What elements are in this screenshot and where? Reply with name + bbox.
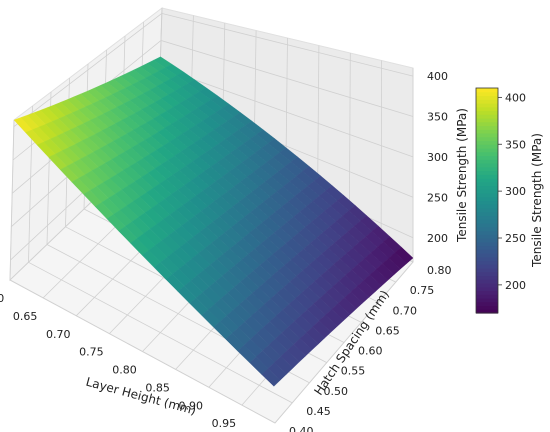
y-tick-label: 0.70 [393, 304, 418, 317]
colorbar-segment [476, 129, 498, 134]
colorbar-segment [476, 88, 498, 93]
x-tick-label: 0.95 [212, 417, 237, 430]
colorbar-segment [476, 230, 498, 235]
x-tick-label: 0.75 [79, 346, 104, 359]
y-tick-label: 0.65 [375, 324, 400, 337]
colorbar-segment [476, 121, 498, 127]
colorbar-segment [476, 166, 498, 172]
colorbar-segment [476, 103, 498, 108]
z-axis-label: Tensile Strength (MPa) [455, 108, 469, 243]
colorbar-segment [476, 95, 498, 100]
colorbar-segment [476, 219, 498, 224]
z-tick-label: 200 [427, 232, 448, 245]
colorbar-segment [476, 260, 498, 265]
colorbar-segment [476, 163, 498, 168]
colorbar-tick-label: 250 [505, 232, 526, 245]
y-tick-label: 0.60 [358, 345, 383, 358]
colorbar-segment [476, 170, 498, 175]
colorbar-segment [476, 114, 498, 119]
colorbar-segment [476, 204, 498, 209]
colorbar-segment [476, 253, 498, 258]
x-tick-label: 0.80 [112, 364, 137, 377]
colorbar-segment [476, 91, 498, 97]
colorbar-segment [476, 283, 498, 288]
x-axis-label: Layer Height (mm) [84, 375, 197, 418]
colorbar-segment [476, 99, 498, 104]
y-tick-label: 0.40 [289, 425, 314, 432]
y-tick-label: 0.75 [410, 284, 435, 297]
y-gridline [28, 105, 293, 404]
colorbar-segment [476, 118, 498, 123]
colorbar: 200 250 300 350 400 [475, 87, 526, 314]
colorbar-label: Tensile Strength (MPa) [530, 133, 544, 268]
z-tick-label: 400 [427, 70, 448, 83]
colorbar-segment [476, 148, 498, 153]
colorbar-segment [476, 286, 498, 292]
colorbar-segment [476, 181, 498, 187]
x-tick-label: 0.65 [13, 310, 38, 323]
colorbar-segment [476, 110, 498, 115]
z-tick-label: 350 [427, 111, 448, 124]
colorbar-segment [476, 226, 498, 232]
axis-ticks: 0.600.650.700.750.800.850.900.951.000.40… [0, 70, 452, 432]
colorbar-tick-label: 350 [505, 138, 526, 151]
colorbar-segment [476, 271, 498, 277]
colorbar-segment [476, 305, 498, 310]
x-tick-label: 0.60 [0, 292, 4, 305]
colorbar-segment [476, 178, 498, 183]
colorbar-segment [476, 151, 498, 157]
colorbar-tick-label: 200 [505, 279, 526, 292]
colorbar-segment [476, 155, 498, 160]
y-tick-label: 0.50 [324, 385, 349, 398]
colorbar-segment [476, 264, 498, 269]
colorbar-segment [476, 275, 498, 280]
z-tick-label: 300 [427, 151, 448, 164]
colorbar-segment [476, 234, 498, 239]
colorbar-segment [476, 193, 498, 198]
colorbar-segment [476, 245, 498, 250]
colorbar-segment [476, 268, 498, 273]
colorbar-segment [476, 136, 498, 142]
colorbar-tick-label: 400 [505, 91, 526, 104]
colorbar-segment [476, 215, 498, 220]
colorbar-segment [476, 140, 498, 145]
colorbar-segment [476, 125, 498, 130]
colorbar-segment [476, 208, 498, 213]
colorbar-segment [476, 106, 498, 112]
x-tick-label: 0.85 [145, 381, 170, 394]
colorbar-segment [476, 196, 498, 202]
colorbar-segment [476, 174, 498, 179]
z-tick-label: 250 [427, 191, 448, 204]
colorbar-segment [476, 133, 498, 138]
colorbar-frame [475, 87, 499, 314]
colorbar-segment [476, 249, 498, 254]
y-tick-label: 0.45 [306, 405, 331, 418]
colorbar-segment [476, 159, 498, 164]
colorbar-segment [476, 200, 498, 205]
colorbar-segment [476, 238, 498, 243]
surface-cell [261, 368, 281, 387]
colorbar-segment [476, 241, 498, 247]
surface-mesh [13, 56, 414, 387]
colorbar-segment [476, 223, 498, 228]
colorbar-tick-label: 300 [505, 185, 526, 198]
colorbar-segment [476, 189, 498, 194]
x-tick-label: 0.70 [46, 328, 71, 341]
z-gridline [13, 12, 414, 128]
colorbar-segment [476, 309, 498, 314]
y-tick-label: 0.80 [427, 264, 452, 277]
y-gridline [9, 119, 276, 424]
colorbar-segment [476, 144, 498, 149]
colorbar-segment [476, 290, 498, 295]
x-tick-label: 0.90 [179, 399, 204, 412]
colorbar-segment [476, 298, 498, 303]
colorbar-segment [476, 279, 498, 284]
colorbar-segment [476, 256, 498, 262]
colorbar-segment [476, 211, 498, 217]
colorbar-segment [476, 294, 498, 299]
y-tick-label: 0.55 [341, 365, 366, 378]
colorbar-segment [476, 301, 498, 307]
colorbar-segment [476, 185, 498, 190]
